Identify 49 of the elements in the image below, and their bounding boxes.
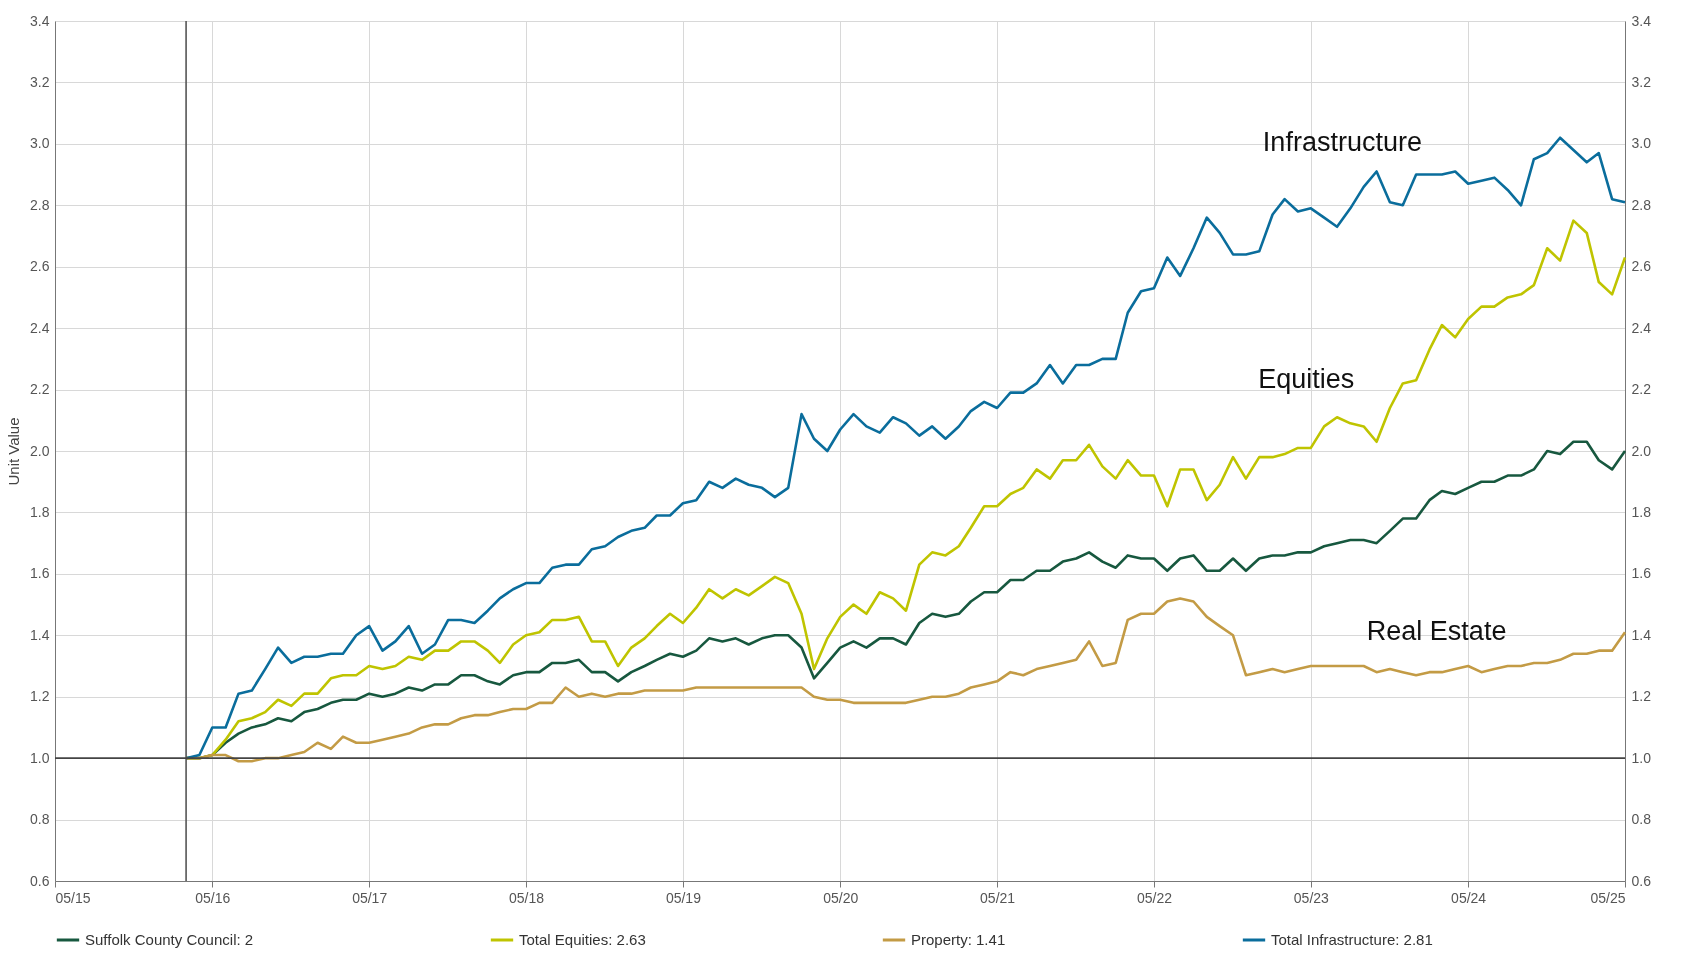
y-tick-label: 1.4: [30, 626, 50, 643]
legend-label: Total Equities: 2.63: [519, 931, 646, 948]
y-tick-label: 2.0: [30, 442, 50, 459]
y2-tick-label: 3.0: [1631, 135, 1652, 152]
y-tick-label: 2.4: [30, 319, 50, 336]
annotation: Infrastructure: [1262, 127, 1422, 158]
y2-tick-label: 3.2: [1631, 73, 1652, 90]
y2-tick-label: 0.8: [1631, 811, 1652, 828]
x-tick-label: 05/23: [1293, 889, 1330, 906]
y2-tick-label: 2.8: [1631, 196, 1652, 213]
y2-tick-label: 1.2: [1631, 688, 1652, 705]
annotation: Equities: [1258, 363, 1355, 394]
y2-tick-label: 2.6: [1631, 258, 1652, 275]
y2-tick-label: 3.4: [1631, 12, 1652, 29]
y-tick-label: 2.2: [30, 381, 50, 398]
y-tick-label: 1.8: [30, 503, 50, 520]
x-tick-label: 05/17: [352, 889, 388, 906]
y-tick-label: 3.2: [30, 73, 50, 90]
x-tick-label: 05/24: [1451, 889, 1487, 906]
y-tick-label: 0.6: [30, 872, 50, 889]
x-tick-label: 05/19: [665, 889, 702, 906]
annotation: Real Estate: [1366, 616, 1507, 647]
y-tick-label: 1.2: [30, 688, 50, 705]
x-tick-label: 05/25: [1590, 889, 1626, 906]
y2-tick-label: 2.2: [1631, 381, 1652, 398]
legend-label: Property: 1.41: [911, 931, 1006, 948]
y-tick-label: 2.8: [30, 196, 50, 213]
x-tick-label: 05/15: [55, 889, 91, 906]
legend-label: Suffolk County Council: 2: [85, 931, 254, 948]
x-tick-label: 05/21: [980, 889, 1016, 906]
x-tick-label: 05/22: [1136, 889, 1173, 906]
legend-label: Total Infrastructure: 2.81: [1271, 931, 1433, 948]
y2-tick-label: 1.0: [1631, 749, 1652, 766]
y2-tick-label: 1.8: [1631, 503, 1652, 520]
y-tick-label: 3.4: [30, 12, 50, 29]
y2-tick-label: 2.4: [1631, 319, 1652, 336]
y2-tick-label: 2.0: [1631, 442, 1652, 459]
x-tick-label: 05/16: [195, 889, 231, 906]
x-tick-label: 05/18: [509, 889, 545, 906]
y-tick-label: 1.6: [30, 565, 50, 582]
y-tick-label: 3.0: [30, 135, 50, 152]
y2-tick-label: 1.4: [1631, 626, 1652, 643]
x-tick-label: 05/20: [823, 889, 859, 906]
y-tick-label: 0.8: [30, 811, 50, 828]
y2-tick-label: 0.6: [1631, 872, 1652, 889]
y2-tick-label: 1.6: [1631, 565, 1652, 582]
y-tick-label: 1.0: [30, 749, 50, 766]
y-axis-title: Unit Value: [5, 417, 23, 486]
y-tick-label: 2.6: [30, 258, 50, 275]
